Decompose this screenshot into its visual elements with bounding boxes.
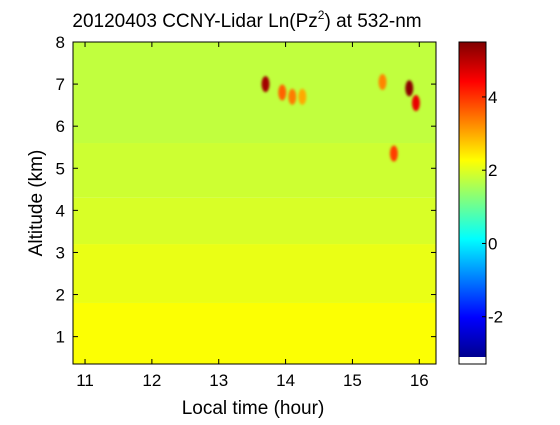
- chart-title-superscript: 2: [318, 8, 325, 22]
- heatmap-feature: [405, 80, 414, 97]
- x-tick-label: 15: [343, 371, 362, 390]
- heatmap-layer: [73, 42, 436, 144]
- colorbar-gradient: [459, 42, 486, 357]
- heatmap-feature-blob: [298, 88, 307, 105]
- heatmap-feature: [298, 88, 307, 105]
- heatmap-feature: [378, 73, 387, 90]
- x-tick-label: 13: [209, 371, 228, 390]
- colorbar-ticks: -2 0 2 4: [482, 88, 503, 327]
- chart-title-main: 20120403 CCNY-Lidar Ln(Pz: [72, 11, 317, 32]
- x-axis-ticks: 11 12 13 14 15 16: [76, 42, 429, 390]
- y-axis-label: Altitude (km): [26, 150, 47, 257]
- colorbar-bottom-band: [459, 357, 486, 364]
- heatmap-feature: [261, 76, 270, 93]
- heatmap-feature-blob: [288, 88, 297, 105]
- y-tick-label: 4: [56, 201, 65, 220]
- x-tick-label: 16: [410, 371, 429, 390]
- y-axis-ticks: 1 2 3 4 5 6 7 8: [56, 33, 436, 347]
- heatmap-layer: [73, 244, 436, 303]
- heatmap-feature-blob: [261, 76, 270, 93]
- plot-frame: [72, 41, 437, 365]
- heatmap-feature-blob: [378, 73, 387, 90]
- colorbar-tick-label: 2: [488, 161, 497, 180]
- heatmap-feature: [389, 145, 398, 162]
- y-tick-label: 6: [56, 117, 65, 136]
- heatmap-feature-blob: [389, 145, 398, 162]
- colorbar-tick-label: 0: [488, 234, 497, 253]
- y-tick-label: 3: [56, 243, 65, 262]
- colorbar-tick-label: 4: [488, 88, 497, 107]
- colorbar-tick-label: -2: [488, 308, 503, 327]
- heatmap-layer: [73, 197, 436, 245]
- x-tick-label: 11: [76, 371, 94, 390]
- x-axis-label: Local time (hour): [182, 398, 325, 419]
- y-tick-label: 8: [56, 33, 65, 52]
- heatmap-feature-blob: [278, 84, 287, 101]
- y-tick-label: 1: [56, 328, 65, 347]
- heatmap-feature-blob: [405, 80, 414, 97]
- heatmap-feature: [288, 88, 297, 105]
- y-tick-label: 7: [56, 75, 65, 94]
- heatmap-plot-area: [73, 42, 436, 364]
- heatmap-layer: [73, 143, 436, 198]
- heatmap-layer: [73, 302, 436, 364]
- y-tick-label: 5: [56, 159, 65, 178]
- x-tick-label: 12: [142, 371, 161, 390]
- heatmap-feature: [278, 84, 287, 101]
- heatmap-feature: [411, 95, 420, 112]
- x-tick-label: 14: [276, 371, 295, 390]
- y-tick-label: 2: [56, 286, 65, 305]
- heatmap-feature-blob: [411, 95, 420, 112]
- chart-title: 20120403 CCNY-Lidar Ln(Pz2) at 532-nm: [72, 8, 421, 32]
- chart-title-end: ) at 532-nm: [324, 11, 421, 32]
- colorbar-frame: [458, 41, 487, 365]
